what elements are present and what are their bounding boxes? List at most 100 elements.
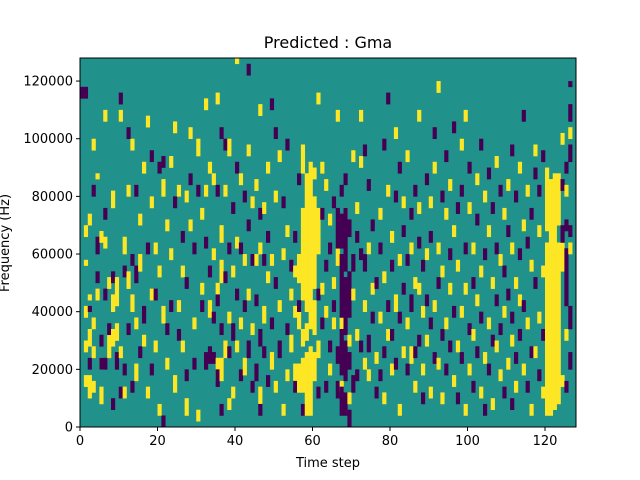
heatmap-cell-high	[196, 409, 201, 422]
heatmap-cell-low	[250, 380, 255, 393]
heatmap-cell-high	[424, 248, 430, 261]
heatmap-cell-high	[459, 305, 464, 318]
heatmap-cell-high	[355, 328, 360, 341]
heatmap-cell-high	[382, 392, 387, 405]
heatmap-cell-high	[331, 317, 337, 330]
heatmap-cell-high	[211, 173, 216, 186]
heatmap-cell-low	[200, 300, 205, 312]
heatmap-cell-low	[359, 340, 364, 353]
heatmap-cell-low	[351, 254, 356, 272]
heatmap-cell-low	[568, 81, 573, 88]
heatmap-cell-high	[223, 184, 228, 197]
heatmap-cell-low	[122, 265, 127, 278]
heatmap-cell-low	[428, 317, 433, 330]
heatmap-cell-low	[486, 363, 492, 376]
heatmap-cell-high	[269, 254, 275, 266]
heatmap-cell-high	[99, 230, 104, 243]
heatmap-cell-high	[87, 375, 92, 399]
heatmap-cell-high	[304, 323, 309, 341]
heatmap-cell-high	[235, 236, 240, 249]
heatmap-cell-high	[142, 334, 147, 347]
heatmap-cell-high	[300, 207, 306, 301]
heatmap-cell-low	[246, 63, 251, 76]
heatmap-cell-low	[293, 380, 298, 393]
heatmap-cell-high	[83, 375, 89, 387]
heatmap-cell-high	[545, 242, 550, 416]
heatmap-cell-high	[293, 265, 298, 278]
y-tick-label: 80000	[32, 190, 73, 205]
heatmap-cell-high	[359, 156, 364, 168]
heatmap-cell-high	[335, 248, 340, 266]
heatmap-cell-high	[351, 150, 356, 163]
heatmap-cell-high	[556, 242, 561, 405]
heatmap-cell-high	[486, 225, 492, 238]
heatmap-cell-high	[432, 300, 437, 312]
heatmap-cell-high	[362, 357, 368, 370]
heatmap-cell-high	[111, 190, 116, 209]
heatmap-cell-high	[529, 403, 534, 416]
heatmap-cell-low	[374, 386, 379, 399]
heatmap-cell-low	[122, 363, 127, 376]
heatmap-cell-high	[293, 305, 298, 318]
heatmap-cell-low	[343, 392, 348, 416]
heatmap-cell-low	[219, 127, 224, 140]
heatmap-cell-low	[568, 144, 573, 163]
heatmap-cell-high	[436, 81, 441, 93]
heatmap-cell-high	[153, 340, 158, 353]
heatmap-cell-high	[521, 219, 526, 232]
heatmap-cell-high	[510, 242, 515, 255]
heatmap-cell-low	[537, 369, 542, 382]
heatmap-cell-high	[494, 340, 499, 353]
heatmap-cell-low	[564, 380, 569, 393]
heatmap-cell-low	[130, 380, 135, 393]
heatmap-cell-high	[409, 242, 414, 255]
heatmap-cell-high	[273, 190, 278, 203]
heatmap-cell-low	[204, 352, 209, 370]
heatmap-cell-high	[533, 144, 538, 157]
heatmap-cell-high	[161, 179, 166, 197]
heatmap-cell-low	[153, 288, 158, 301]
heatmap-cell-high	[114, 277, 120, 307]
heatmap-cell-high	[475, 173, 480, 186]
heatmap-cell-low	[138, 346, 143, 359]
heatmap-cell-low	[560, 179, 565, 191]
heatmap-cell-high	[347, 392, 352, 405]
heatmap-cell-high	[138, 213, 143, 226]
heatmap-cell-high	[184, 190, 189, 203]
y-tick-label: 0	[65, 421, 73, 436]
y-axis-label: Frequency (Hz)	[0, 194, 13, 292]
heatmap-cell-low	[126, 127, 131, 140]
heatmap-cell-low	[432, 352, 437, 364]
heatmap-cell-high	[149, 288, 154, 301]
heatmap-cell-high	[393, 294, 399, 312]
y-tick-label: 100000	[23, 132, 73, 147]
heatmap-cell-high	[428, 196, 433, 209]
heatmap-cell-high	[262, 202, 267, 214]
heatmap-cell-high	[169, 156, 174, 168]
heatmap-cell-low	[269, 98, 275, 111]
heatmap-cell-low	[277, 340, 282, 359]
heatmap-cell-low	[269, 317, 275, 330]
heatmap-cell-low	[444, 150, 449, 163]
heatmap-cell-high	[316, 92, 321, 105]
heatmap-cell-high	[180, 340, 185, 353]
heatmap-cell-low	[289, 259, 294, 272]
heatmap-cell-low	[459, 184, 464, 197]
heatmap-cell-low	[231, 323, 236, 341]
heatmap-cell-low	[347, 271, 352, 318]
heatmap-cell-low	[235, 161, 240, 174]
heatmap-cell-high	[324, 179, 329, 191]
heatmap-cell-high	[223, 340, 228, 359]
heatmap-cell-high	[308, 161, 313, 330]
heatmap-cell-low	[343, 207, 348, 272]
heatmap-cells	[80, 58, 573, 428]
heatmap-cell-high	[188, 219, 193, 232]
heatmap-cell-high	[242, 357, 247, 376]
heatmap-cell-high	[393, 127, 399, 140]
heatmap-cell-low	[568, 225, 573, 238]
heatmap-cell-low	[355, 230, 360, 243]
heatmap-cell-high	[91, 346, 96, 359]
heatmap-cell-high	[83, 305, 89, 318]
heatmap-cell-high	[533, 346, 538, 359]
